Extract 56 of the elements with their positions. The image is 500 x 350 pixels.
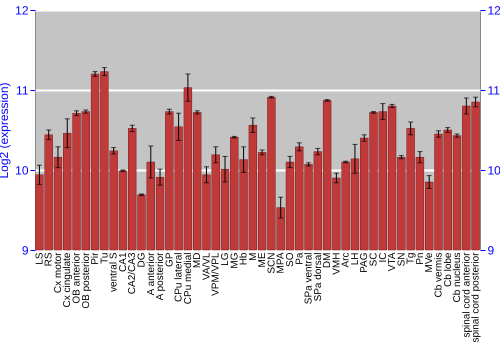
- x-tick-label: SO: [284, 252, 296, 267]
- y2-tick-label: 12: [488, 4, 500, 18]
- x-tick-label: LG: [220, 252, 232, 266]
- x-tick-label: VA/VL: [201, 252, 212, 280]
- x-tick-label: OB anterior: [72, 252, 83, 304]
- x-tick-label: Tg: [406, 252, 417, 264]
- x-tick-label: MVe: [424, 252, 436, 273]
- x-tick-label: Cx cingulate: [62, 252, 74, 308]
- x-tick-label: VMH: [331, 252, 342, 275]
- x-tick-label: SC: [368, 252, 380, 266]
- x-tick-label: MD: [192, 252, 204, 268]
- x-tick-label: Pir: [90, 252, 102, 265]
- x-tick-label: RS: [44, 252, 55, 266]
- x-tick-label: GP: [164, 252, 176, 267]
- x-tick-label: CA1: [118, 252, 129, 272]
- x-tick-label: A posterior: [155, 252, 166, 300]
- x-tick-label: Cb lobe: [442, 252, 454, 287]
- x-tick-label: PAG: [359, 252, 370, 273]
- x-tick-label: A anterior: [146, 252, 157, 296]
- x-tick-label: VTA: [387, 252, 398, 272]
- x-tick-label: MG: [229, 252, 240, 269]
- x-tick-label: Tu: [99, 252, 110, 264]
- y2-tick-label: 11: [488, 84, 500, 98]
- x-tick-label: DG: [136, 252, 148, 268]
- x-tick-label: MPA: [276, 252, 287, 274]
- x-tick-label: SPa dorsal: [312, 252, 324, 302]
- x-tick-label: IC: [378, 252, 389, 262]
- x-tick-label: Pa: [294, 252, 306, 265]
- x-tick-label: LH: [350, 252, 361, 266]
- x-tick-label: SN: [396, 252, 408, 266]
- y2-tick-label: 10: [488, 164, 500, 178]
- x-tick-label: OB posterior: [80, 252, 92, 309]
- x-tick-label: SPa ventral: [304, 252, 315, 304]
- y-tick-label: 10: [15, 164, 29, 178]
- x-tick-label: spinal cord anterior: [461, 252, 472, 338]
- y-tick-label: 11: [16, 84, 29, 98]
- x-tick-label: LS: [34, 252, 46, 265]
- x-tick-label: Hb: [238, 252, 250, 266]
- y-tick-label: 12: [15, 4, 29, 18]
- x-tick-label: ventral S: [108, 252, 120, 292]
- x-tick-label: SCN: [266, 252, 278, 274]
- y-tick-label: 9: [22, 244, 29, 258]
- x-tick-label: Cb vermis: [433, 252, 444, 298]
- x-tick-label: Pn: [414, 252, 426, 265]
- x-tick-label: DM: [322, 252, 334, 268]
- x-tick-label: M: [248, 252, 259, 261]
- x-tick-label: Cx motor: [52, 252, 64, 294]
- x-tick-label: CA2/CA3: [127, 252, 138, 294]
- x-tick-label: CPu lateral: [174, 252, 185, 302]
- x-tick-label: spinal cord posterior: [470, 252, 482, 343]
- x-tick-label: CPu medial: [182, 252, 194, 304]
- x-tick-label: Cb nucleus: [452, 252, 464, 303]
- x-tick-label: VPM/VPL: [210, 252, 222, 296]
- x-tick-label: Arc: [340, 252, 352, 268]
- y2-tick-label: 9: [488, 244, 494, 258]
- x-tick-label: ME: [257, 252, 268, 268]
